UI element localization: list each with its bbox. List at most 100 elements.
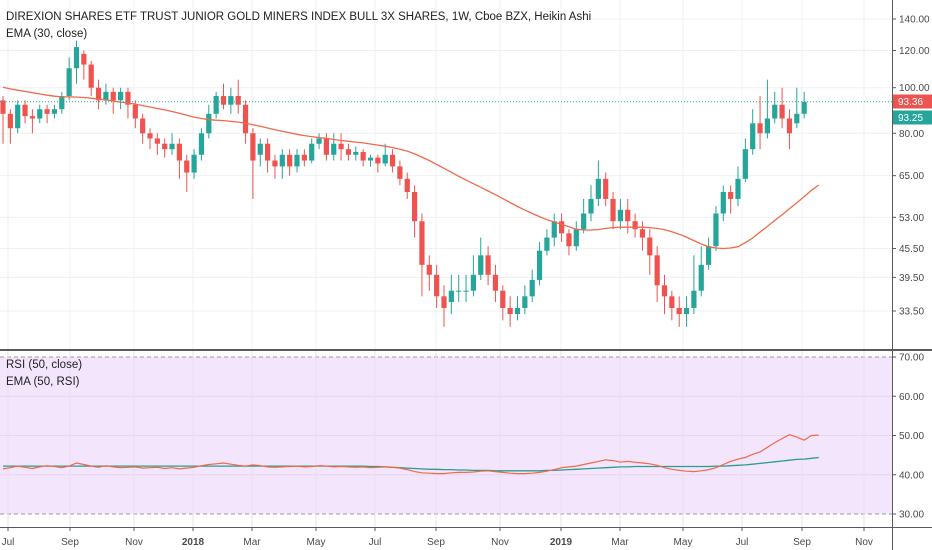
rsi-band (0, 351, 892, 527)
candle-body (132, 104, 138, 119)
candle-body (147, 133, 153, 139)
candle-body (470, 274, 476, 291)
price-badge-bg (893, 94, 932, 109)
time-tick-label: 2019 (550, 537, 573, 548)
ema-line (0, 86, 892, 250)
candle-body (794, 113, 800, 124)
candle-body (492, 274, 499, 291)
candle-body (595, 178, 601, 199)
candle-body (441, 296, 447, 308)
candle-body (301, 154, 307, 161)
candle-body (206, 113, 212, 134)
candle-body (367, 157, 374, 161)
candle-body (617, 209, 623, 222)
price-tick-label: 53.00 (899, 213, 924, 224)
time-tick-label: 2018 (182, 537, 205, 548)
candle-body (220, 96, 227, 105)
candle-body (647, 237, 653, 256)
candle-body (661, 285, 668, 297)
rsi-lines (2, 434, 819, 475)
price-badge-bg (893, 110, 932, 125)
candle-body (632, 221, 638, 230)
candle-body (698, 264, 704, 291)
candle-body (250, 133, 256, 161)
candle-body (66, 68, 72, 97)
candle-body (235, 96, 241, 105)
candle-body (257, 143, 263, 155)
candle-body (514, 307, 521, 315)
candle-body (0, 100, 6, 114)
candle-body (338, 143, 344, 150)
time-axis-ticks[interactable]: Jul Sep Nov 2018 Mar May Jul Sep Nov 2019 Mar May Ju… (2, 527, 873, 548)
time-tick-label: Sep (61, 537, 79, 548)
candle-body (37, 109, 43, 119)
rsi-tick-label: 50.00 (899, 431, 924, 442)
candle-body (603, 178, 609, 199)
candle-body (29, 116, 35, 119)
price-tick-label: 80.00 (899, 129, 924, 140)
candle-body (801, 101, 807, 114)
time-tick-label: Jul (736, 537, 749, 548)
candle-body (581, 213, 587, 230)
candle-body (375, 157, 381, 164)
candle-body (404, 178, 410, 193)
time-tick-label: May (674, 537, 693, 548)
candle-body (639, 229, 646, 238)
candle-body (389, 154, 396, 167)
candle-body (691, 290, 697, 308)
candle-body (610, 198, 616, 222)
time-tick-label: May (307, 537, 326, 548)
candle-body (360, 151, 366, 161)
rsi-tick-label: 60.00 (899, 392, 924, 403)
candle-body (463, 290, 469, 292)
rsi-tick-label: 40.00 (899, 470, 924, 481)
candle-body (750, 123, 756, 150)
candle-body (529, 279, 535, 297)
candle-body (654, 255, 660, 286)
candle-body (676, 307, 682, 315)
candle-body (772, 104, 778, 119)
candle-body (103, 91, 109, 101)
candle-body (213, 96, 219, 114)
candle-body (588, 198, 594, 214)
candle-body (728, 192, 734, 199)
candle-body (7, 113, 13, 129)
candle-body (22, 104, 28, 117)
time-tick-label: Jul (2, 537, 15, 548)
candle-body (353, 151, 359, 155)
candle-body (757, 123, 763, 134)
time-tick-label: Nov (491, 537, 509, 548)
candle-body (779, 104, 785, 119)
price-badge: 93.25 (893, 110, 932, 125)
ema-path (2, 86, 820, 250)
candle-body (294, 154, 300, 167)
candle-body (764, 118, 770, 134)
price-tick-label: 45.50 (899, 244, 924, 255)
time-tick-label: Nov (855, 537, 873, 548)
candle-body (125, 91, 131, 105)
rsi-ema-legend: EMA (50, RSI) (6, 376, 80, 388)
rsi-axis-ticks[interactable]: 70.00 60.00 50.00 40.00 30.00 (892, 353, 924, 521)
candle-body (140, 118, 146, 134)
time-tick-label: Mar (611, 537, 629, 548)
main-grid (0, 0, 892, 349)
candle-body (566, 233, 572, 247)
candle-body (507, 307, 513, 315)
candle-body (397, 166, 403, 179)
rsi-path (2, 434, 819, 475)
price-badge: 93.36 (893, 94, 932, 109)
candle-body (669, 296, 675, 308)
candle-body (110, 91, 116, 101)
ema-legend: EMA (30, close) (6, 28, 87, 40)
candle-body (456, 290, 462, 292)
candle-body (88, 64, 94, 88)
candle-body (419, 221, 425, 265)
price-axis-ticks[interactable]: 140.00 120.00 100.00 80.00 65.00 53.00 45.50 39… (892, 15, 930, 318)
price-tick-label: 33.50 (899, 307, 924, 318)
candle-series (0, 40, 807, 327)
candle-body (786, 118, 793, 134)
candle-body (742, 149, 748, 179)
candle-body (191, 154, 197, 173)
